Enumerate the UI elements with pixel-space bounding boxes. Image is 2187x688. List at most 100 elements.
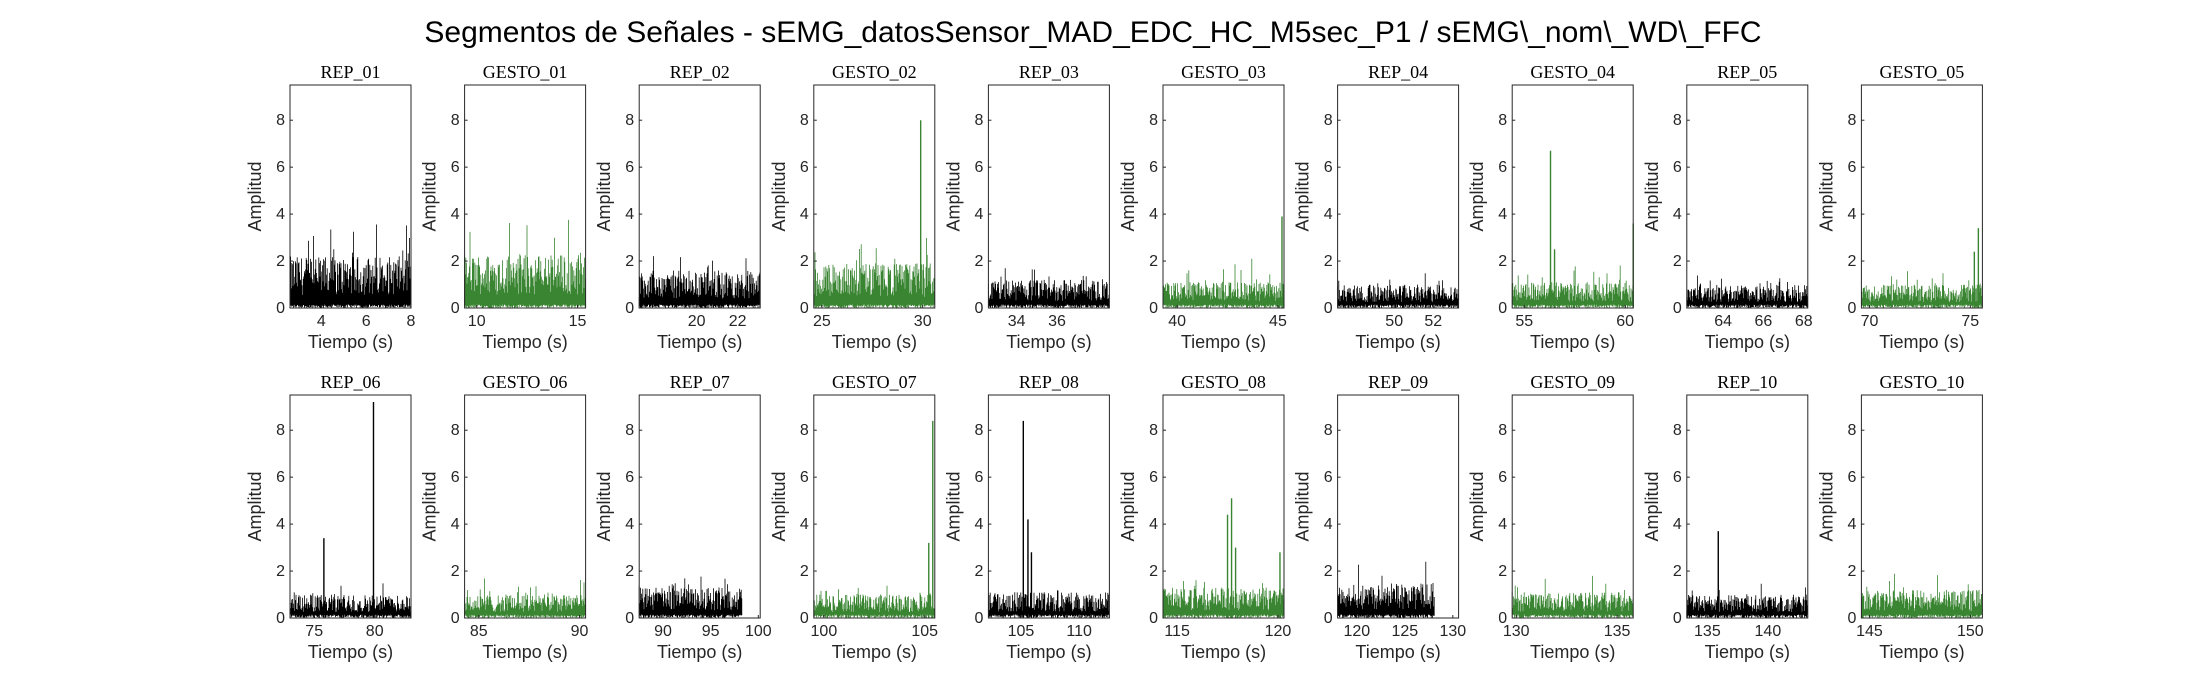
x-tick-label: 150 — [1957, 623, 1984, 640]
x-tick-label: 90 — [571, 623, 589, 640]
y-axis-label: Amplitud — [245, 161, 265, 231]
signal-trace — [289, 224, 411, 308]
x-axis-label: Tiempo (s) — [482, 642, 567, 662]
y-axis-label: Amplitud — [1118, 471, 1138, 541]
y-axis-label: Amplitud — [1816, 161, 1836, 231]
y-tick-label: 6 — [1673, 469, 1682, 486]
y-tick-label: 6 — [1847, 159, 1856, 176]
x-tick-label: 8 — [407, 313, 416, 330]
x-tick-label: 135 — [1604, 623, 1631, 640]
signal-trace — [1861, 271, 1983, 308]
y-tick-label: 0 — [625, 610, 634, 627]
subplot-title: GESTO_01 — [483, 62, 568, 82]
x-tick-label: 120 — [1343, 623, 1370, 640]
y-axis-label: Amplitud — [245, 471, 265, 541]
y-tick-label: 4 — [451, 516, 460, 533]
signal-trace — [813, 237, 935, 308]
x-tick-label: 15 — [569, 313, 587, 330]
subplot-title: REP_01 — [320, 62, 380, 82]
y-tick-label: 0 — [276, 300, 285, 317]
x-tick-label: 36 — [1048, 313, 1066, 330]
signal-trace — [1337, 561, 1435, 618]
figure-title: Segmentos de Señales - sEMG_datosSensor_… — [424, 16, 1761, 49]
x-axis-label: Tiempo (s) — [1181, 332, 1266, 352]
x-tick-label: 130 — [1503, 623, 1530, 640]
x-tick-label: 68 — [1795, 313, 1813, 330]
y-tick-label: 6 — [800, 469, 809, 486]
x-tick-label: 45 — [1269, 313, 1287, 330]
y-tick-label: 0 — [974, 300, 983, 317]
y-tick-label: 6 — [1847, 469, 1856, 486]
signal-trace — [1162, 580, 1284, 618]
subplot-title: GESTO_04 — [1530, 62, 1615, 82]
axes-box — [1162, 84, 1285, 309]
y-tick-label: 0 — [800, 610, 809, 627]
x-tick-label: 75 — [305, 623, 323, 640]
y-tick-label: 6 — [800, 159, 809, 176]
axes-box — [1686, 84, 1809, 309]
y-tick-label: 6 — [276, 159, 285, 176]
signal-trace — [464, 219, 586, 308]
y-axis-label: Amplitud — [1642, 471, 1662, 541]
x-axis-label: Tiempo (s) — [1705, 332, 1790, 352]
y-tick-label: 8 — [1149, 112, 1158, 129]
x-tick-label: 105 — [1008, 623, 1035, 640]
y-tick-label: 0 — [1149, 300, 1158, 317]
axes-box — [987, 394, 1110, 619]
axes-box — [1686, 394, 1809, 619]
subplot-gesto-07: GESTO_07 0 2 4 6 8 100 105 Tiempo (s) Amplitud — [769, 372, 938, 662]
subplot-title: GESTO_10 — [1880, 372, 1965, 392]
y-axis-label: Amplitud — [420, 471, 440, 541]
y-tick-label: 0 — [1673, 300, 1682, 317]
y-axis-label: Amplitud — [1293, 161, 1313, 231]
y-tick-label: 8 — [451, 112, 460, 129]
y-tick-label: 4 — [800, 206, 809, 223]
y-tick-label: 4 — [1149, 206, 1158, 223]
x-tick-label: 30 — [914, 313, 932, 330]
y-tick-label: 4 — [1847, 516, 1856, 533]
y-tick-label: 4 — [451, 206, 460, 223]
subplot-title: REP_04 — [1368, 62, 1428, 82]
y-tick-label: 0 — [1149, 610, 1158, 627]
x-tick-label: 90 — [654, 623, 672, 640]
x-tick-label: 110 — [1066, 623, 1092, 640]
y-tick-label: 2 — [1324, 253, 1333, 270]
y-tick-label: 4 — [1324, 516, 1333, 533]
y-axis-label: Amplitud — [1293, 471, 1313, 541]
y-tick-label: 8 — [1847, 422, 1856, 439]
x-tick-label: 135 — [1694, 623, 1721, 640]
y-tick-label: 0 — [1498, 610, 1507, 627]
y-tick-label: 2 — [800, 253, 809, 270]
subplot-rep-06: REP_06 0 2 4 6 8 75 80 Tiempo (s) Amplitud — [245, 372, 412, 662]
subplot-title: REP_07 — [670, 372, 730, 392]
y-axis-label: Amplitud — [594, 471, 614, 541]
y-tick-label: 4 — [1498, 206, 1507, 223]
signal-trace — [1162, 258, 1284, 308]
x-tick-label: 20 — [688, 313, 706, 330]
axes-box — [289, 84, 412, 309]
y-tick-label: 0 — [800, 300, 809, 317]
y-tick-label: 0 — [974, 610, 983, 627]
y-tick-label: 8 — [1149, 422, 1158, 439]
x-axis-label: Tiempo (s) — [657, 642, 742, 662]
y-tick-label: 8 — [1498, 422, 1507, 439]
subplot-gesto-08: GESTO_08 0 2 4 6 8 115 120 Tiempo (s) Amplitud — [1118, 372, 1291, 662]
y-tick-label: 6 — [451, 159, 460, 176]
x-tick-label: 145 — [1856, 623, 1883, 640]
y-tick-label: 8 — [800, 422, 809, 439]
y-tick-label: 0 — [625, 300, 634, 317]
y-axis-label: Amplitud — [1118, 161, 1138, 231]
axes-box — [289, 394, 412, 619]
y-tick-label: 2 — [451, 253, 460, 270]
y-tick-label: 6 — [974, 469, 983, 486]
y-axis-label: Amplitud — [420, 161, 440, 231]
y-tick-label: 8 — [1673, 422, 1682, 439]
subplot-gesto-05: GESTO_05 0 2 4 6 8 70 75 Tiempo (s) Amplitud — [1816, 62, 1983, 352]
signal-trace — [1511, 575, 1634, 618]
signal-trace — [813, 585, 935, 618]
subplot-title: GESTO_02 — [832, 62, 917, 82]
x-tick-label: 85 — [470, 623, 488, 640]
